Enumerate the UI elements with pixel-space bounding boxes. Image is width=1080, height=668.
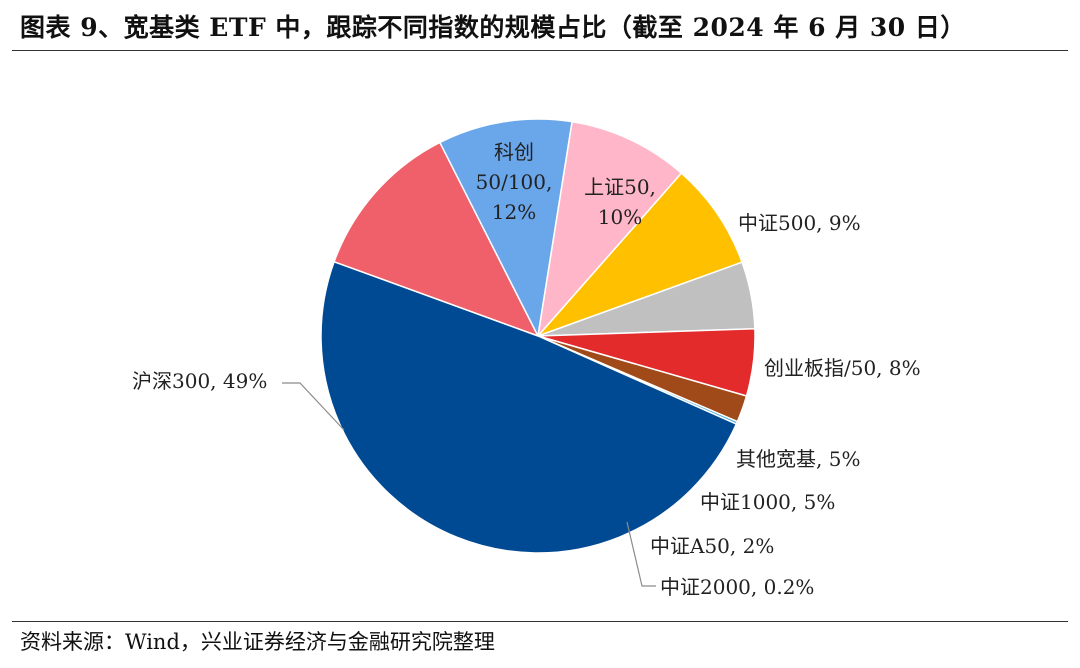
chart-title: 图表 9、宽基类 ETF 中，跟踪不同指数的规模占比（截至 2024 年 6 月… bbox=[20, 13, 966, 42]
top-rule bbox=[12, 50, 1068, 51]
slice-label-5: 其他宽基, 5% bbox=[736, 447, 860, 471]
slice-label-3: 中证500, 9% bbox=[738, 211, 861, 235]
slice-label-1: 科创 50/100, 12% bbox=[476, 140, 553, 224]
slice-label-8: 中证2000, 0.2% bbox=[660, 575, 814, 599]
slice-label-6: 中证1000, 5% bbox=[700, 490, 835, 514]
pie-slice-9 bbox=[320, 260, 738, 554]
pie-slice-4 bbox=[537, 172, 744, 337]
leader-line-8 bbox=[626, 521, 656, 587]
slice-labels: 科创 50/100, 12% 上证50, 10% 中证500, 9% 创业板指/50, 8%… bbox=[132, 140, 921, 599]
pie-slice-3 bbox=[536, 120, 683, 339]
slice-label-2: 上证50, 10% bbox=[584, 175, 656, 229]
source-note: 资料来源：Wind，兴业证券经济与金融研究院整理 bbox=[20, 630, 495, 654]
pie-slice-2 bbox=[438, 118, 573, 339]
bottom-rule bbox=[12, 621, 1068, 622]
pie-slice-1 bbox=[333, 141, 540, 338]
slice-label-4: 创业板指/50, 8% bbox=[764, 356, 921, 380]
pie-slices bbox=[320, 118, 756, 554]
slice-label-7: 中证A50, 2% bbox=[650, 534, 774, 558]
leader-lines bbox=[282, 382, 656, 587]
leader-line-9 bbox=[282, 382, 345, 431]
slice-label-9: 沪深300, 49% bbox=[132, 369, 267, 393]
